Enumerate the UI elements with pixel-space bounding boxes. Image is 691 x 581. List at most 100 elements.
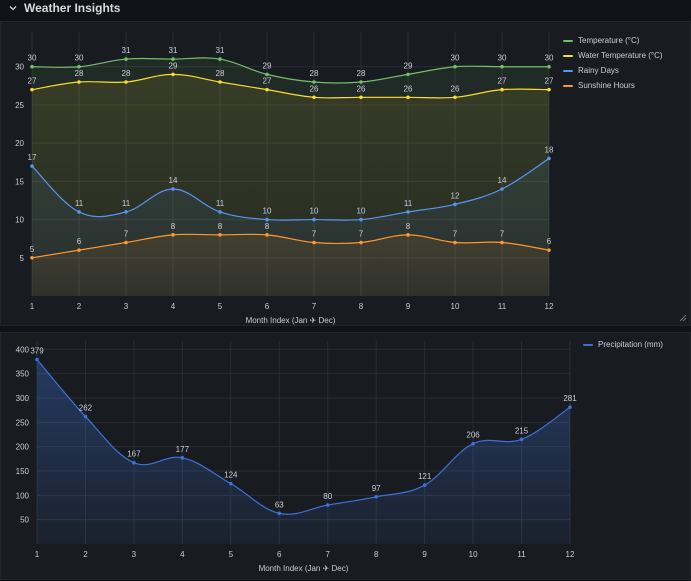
data-point [500,87,504,92]
data-point [124,210,128,214]
data-point [124,240,128,245]
data-label: 262 [79,403,93,412]
legend-swatch [583,343,593,346]
precipitation-panel: 50 100 150 200 250 300 350 400 1 2 3 4 5 6 7 8 9 10 11 12 Mo… [0,332,691,580]
row-title[interactable]: Weather Insights [24,1,121,15]
data-point [218,210,222,214]
data-point [30,164,34,168]
data-point [500,64,504,69]
x-tick-label: 11 [517,550,526,559]
x-tick-label: 2 [83,550,88,559]
y-tick-label: 10 [15,216,24,225]
x-tick-label: 7 [326,550,331,559]
data-label: 30 [451,54,460,63]
data-point [406,210,410,214]
data-label: 7 [359,230,364,239]
data-point [180,456,185,460]
data-point [312,80,316,84]
series-line [31,233,550,259]
data-label: 30 [545,54,554,63]
legend-label: Sunshine Hours [578,81,635,90]
data-label: 26 [310,84,319,93]
chevron-down-icon[interactable] [8,3,18,13]
data-label: 12 [451,191,460,200]
data-point [453,202,457,207]
data-label: 379 [30,347,44,356]
legend-item[interactable]: Precipitation (mm) [583,337,663,352]
data-point [547,248,551,252]
data-point [171,233,175,237]
data-point [325,503,330,507]
y-tick-label: 400 [16,345,30,354]
x-tick-label: 11 [498,302,507,311]
data-point [265,233,269,237]
data-point [471,441,475,446]
data-point [265,72,269,77]
data-point [30,255,34,260]
series-area-fill [37,359,570,544]
legend-item[interactable]: Water Temperature (°C) [563,48,663,63]
data-point [265,217,269,222]
data-point [218,57,222,61]
legend-label: Rainy Days [578,66,619,75]
legend-label: Temperature (°C) [578,36,640,45]
y-tick-label: 100 [16,491,30,500]
x-tick-label: 8 [359,302,364,311]
data-point [77,248,81,252]
data-label: 26 [357,84,366,93]
x-tick-label: 9 [406,302,411,311]
x-tick-label: 1 [30,302,35,311]
weather-multi-line-panel: 5 10 15 20 25 30 1 2 3 4 5 6 7 8 9 10 11 12 Month Index (J… [0,21,691,326]
data-label: 7 [453,230,458,239]
legend-swatch [563,54,573,57]
data-label: 29 [169,61,178,70]
data-label: 29 [263,61,272,70]
data-point [568,405,572,410]
legend-item[interactable]: Sunshine Hours [563,78,663,93]
data-label: 28 [75,69,84,78]
data-point [312,95,316,100]
data-label: 11 [122,199,131,208]
y-tick-label: 200 [16,443,30,452]
data-label: 18 [545,145,554,154]
y-tick-label: 150 [16,467,30,476]
data-point [453,240,457,245]
data-point [132,460,136,465]
data-point [35,357,39,362]
x-tick-label: 8 [374,550,379,559]
row-header[interactable]: Weather Insights [0,0,691,18]
data-point [171,57,175,61]
data-label: 30 [498,54,507,63]
x-tick-label: 1 [35,550,40,559]
data-point [547,156,551,161]
series-area-fill [32,234,549,296]
data-label: 30 [75,54,84,63]
data-point [30,64,34,69]
data-point [359,240,363,245]
data-label: 11 [75,199,84,208]
series-line [31,157,550,221]
y-tick-label: 25 [15,101,24,110]
x-tick-label: 7 [312,302,317,311]
data-label: 215 [515,426,529,435]
legend-item[interactable]: Temperature (°C) [563,33,663,48]
data-label: 31 [216,46,225,55]
data-label: 17 [28,153,37,162]
data-label: 7 [312,230,317,239]
y-tick-label: 15 [15,177,24,186]
x-tick-label: 4 [171,302,176,311]
data-point [265,87,269,92]
data-label: 10 [310,207,319,216]
legend-label: Water Temperature (°C) [578,51,663,60]
resize-handle-icon[interactable] [679,314,687,322]
x-tick-label: 5 [229,550,234,559]
data-label: 11 [404,199,413,208]
x-tick-label: 10 [469,550,478,559]
data-label: 8 [265,222,270,231]
data-label: 10 [357,207,366,216]
data-label: 281 [563,394,577,403]
legend-label: Precipitation (mm) [598,340,663,349]
chart-legend: Precipitation (mm) [583,337,663,352]
legend-item[interactable]: Rainy Days [563,63,663,78]
